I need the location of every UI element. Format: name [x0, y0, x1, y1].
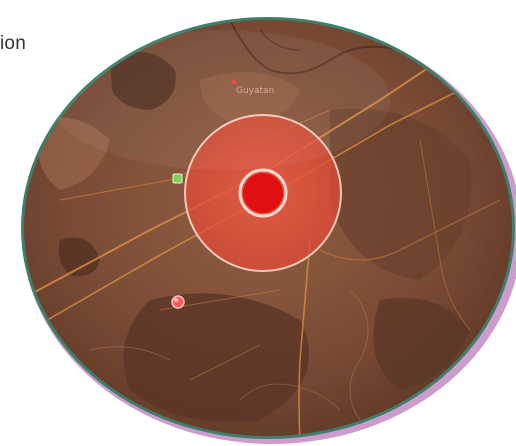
minor-road	[89, 346, 171, 361]
red-dot-marker-icon[interactable]	[171, 295, 185, 309]
road	[298, 239, 311, 436]
minor-road	[349, 289, 369, 421]
minor-road	[239, 383, 341, 411]
river	[229, 20, 401, 75]
field	[200, 72, 300, 125]
forest-patch	[110, 52, 176, 110]
forest-patch	[123, 293, 309, 422]
blast-radius-inner-ring	[238, 168, 288, 218]
field	[37, 117, 110, 190]
road	[159, 289, 281, 311]
blast-radius-inner[interactable]	[243, 173, 283, 213]
river	[259, 29, 301, 51]
green-square-marker-icon[interactable]	[172, 173, 183, 184]
road	[319, 199, 501, 261]
place-label-north: Guyatan	[236, 86, 274, 96]
forest-patch	[58, 237, 100, 276]
marker-highlight	[174, 298, 178, 302]
town-dot	[231, 79, 237, 85]
road	[189, 344, 261, 381]
road	[419, 139, 471, 331]
truncated-caption: ion	[0, 33, 26, 54]
lens-sheen	[50, 30, 390, 170]
forest-patch	[373, 298, 470, 390]
